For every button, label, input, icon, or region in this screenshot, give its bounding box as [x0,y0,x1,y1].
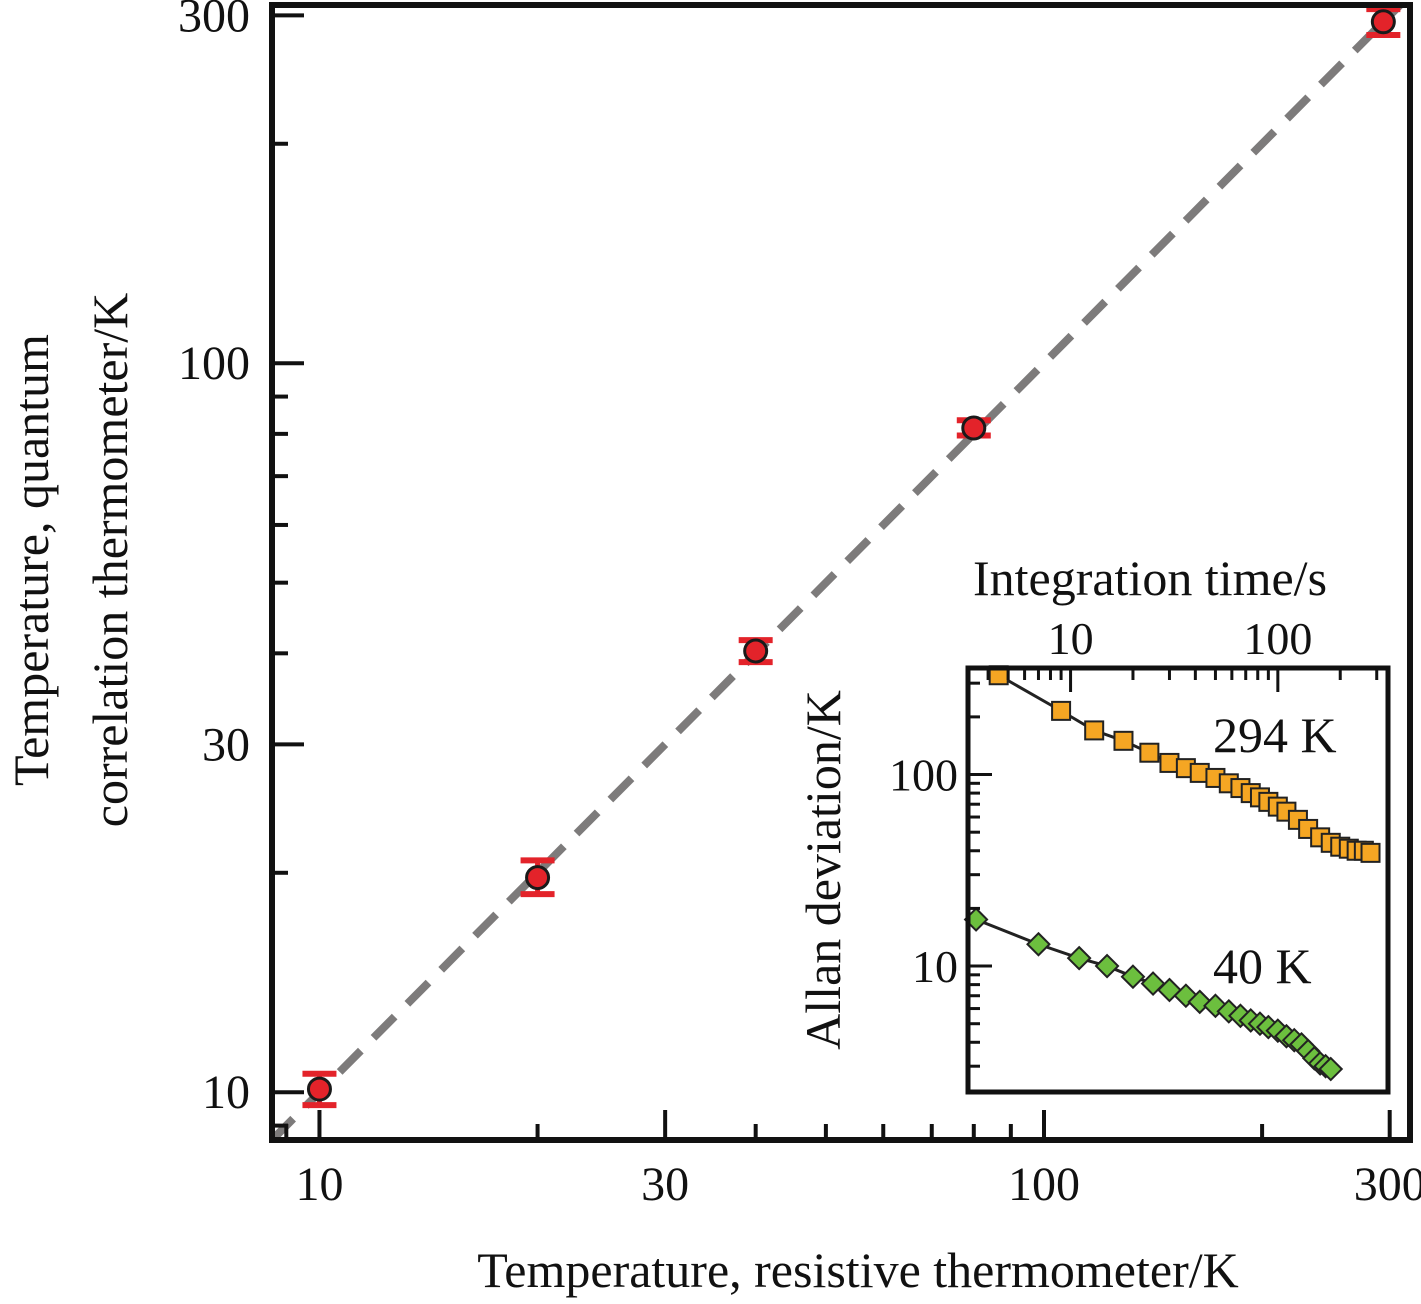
inset-x-axis-title: Integration time/s [973,550,1327,606]
inset-x-ticks: 10 100 [986,613,1379,692]
inset-x-tick-label-0: 10 [1048,613,1094,664]
y-axis-title-line1: Temperature, quantum [3,334,59,786]
x-tick-label-0: 10 [295,1158,343,1211]
main-plot-frame [269,2,1413,1143]
y-tick-label-2: 100 [178,337,250,390]
main-y-ticks: 10 30 100 300 [178,0,304,1128]
inset-series-markers [963,665,1381,1082]
series-0-point-4 [1139,742,1160,763]
inset-background [968,668,1388,1092]
data-point-3 [961,415,987,441]
inset-y-ticks: 100 10 [889,681,992,1068]
series-0-point-3 [1113,730,1134,751]
inset-y-tick-label-0: 100 [889,750,958,801]
data-point-0 [306,1076,332,1102]
x-tick-label-2: 100 [1008,1158,1080,1211]
inset-x-tick-label-1: 100 [1243,613,1312,664]
inset-frame [965,665,1391,1095]
y-tick-label-0: 10 [202,1066,250,1119]
data-point-1 [525,865,551,891]
y-axis-title-line2: correlation thermometer/K [82,293,138,828]
series-0-point-1 [1051,700,1072,721]
main-points [306,9,1396,1102]
series-0-point-24 [1360,842,1381,863]
x-axis-title: Temperature, resistive thermometer/K [477,1242,1238,1298]
x-tick-label-1: 30 [641,1158,689,1211]
series-1-point-4 [1120,964,1146,990]
main-plot: 10 30 100 300 10 30 100 300 Temperature, resis… [3,0,1421,1298]
series-0-point-5 [1159,752,1180,773]
series-1-point-23 [1318,1056,1344,1082]
series-1-point-3 [1094,953,1120,979]
y-tick-label-3: 300 [178,0,250,42]
series-label-40k: 40 K [1213,938,1312,994]
series-1-point-2 [1066,945,1092,971]
inset-y-tick-label-1: 10 [912,941,958,992]
inset-y-axis-title: Allan deviation/K [795,690,851,1050]
series-1-point-1 [1026,931,1051,957]
data-point-4 [1370,9,1396,35]
reference-dashed-line [269,2,1403,1143]
y-tick-label-1: 30 [202,718,250,771]
series-label-294k: 294 K [1213,707,1337,763]
x-tick-label-3: 300 [1354,1158,1421,1211]
inset-plot: 10 100 100 10 Integration time/s Allan dev… [795,550,1391,1095]
main-x-ticks: 10 30 100 300 [284,1110,1421,1211]
data-point-2 [743,638,769,664]
series-0-point-2 [1084,720,1105,741]
